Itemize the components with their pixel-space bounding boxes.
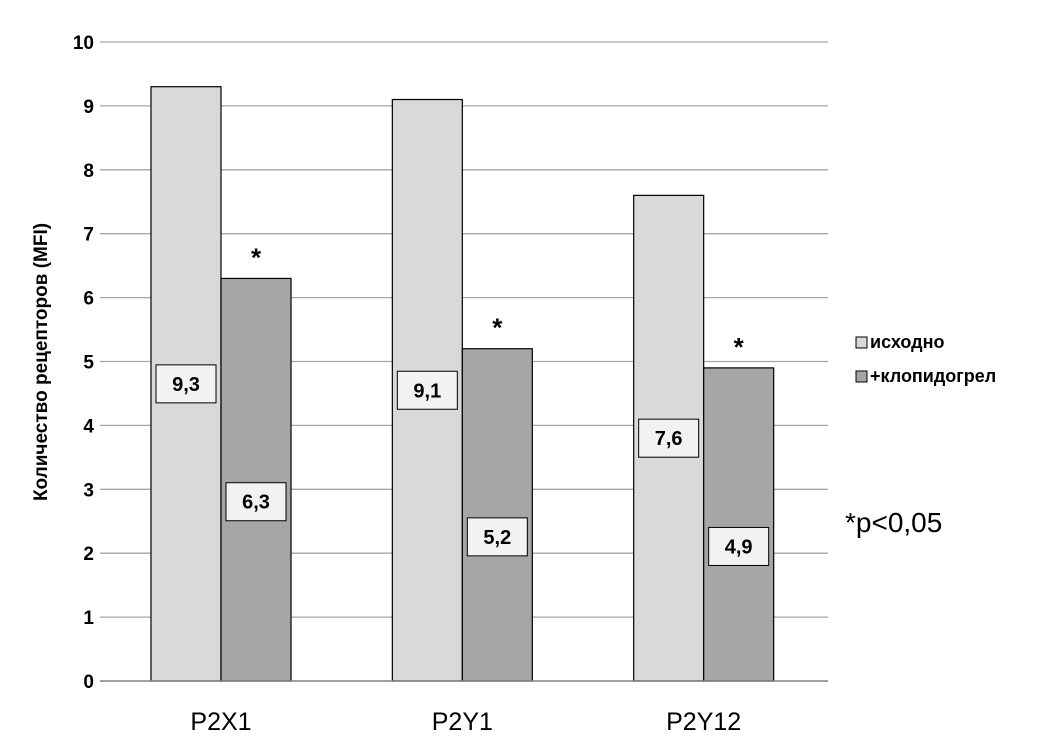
legend-swatch-клопидогрел — [855, 370, 868, 383]
y-tick-label-6: 6 — [83, 289, 94, 310]
y-axis-ticks: 0 1 2 3 4 5 6 7 8 9 10 — [73, 33, 95, 693]
x-tick-label-P2X1: P2X1 — [190, 708, 251, 736]
legend-swatch-исходно — [855, 336, 868, 349]
y-tick-label-9: 9 — [83, 97, 94, 118]
data-label-P2Y1-0: 9,1 — [413, 380, 441, 402]
y-tick-label-10: 10 — [73, 33, 94, 54]
y-tick-label-8: 8 — [83, 161, 94, 182]
bars: 9,3 6,3 * 9,1 5,2 * 7,6 4,9 * — [150, 86, 775, 682]
significance-marker-P2Y12: * — [734, 332, 745, 362]
y-tick-label-2: 2 — [83, 544, 94, 565]
y-tick-label-5: 5 — [83, 353, 94, 374]
data-label-box-P2X1-0 — [155, 364, 217, 404]
data-label-box-P2Y1-1 — [466, 517, 528, 557]
data-label-P2X1-1: 6,3 — [242, 492, 270, 514]
y-tick-label-7: 7 — [83, 225, 94, 246]
bar-P2X1-1 — [220, 277, 292, 682]
y-tick-label-1: 1 — [83, 608, 94, 629]
data-label-P2Y12-1: 4,9 — [725, 536, 753, 558]
data-label-P2Y12-0: 7,6 — [655, 428, 683, 450]
y-axis-label: Количество рецепторов (MFI) — [31, 223, 52, 501]
significance-marker-P2Y1: * — [492, 313, 503, 343]
x-tick-label-P2Y1: P2Y1 — [432, 708, 493, 736]
y-tick-label-3: 3 — [83, 480, 94, 501]
significance-marker-P2X1: * — [251, 242, 262, 272]
data-label-P2X1-0: 9,3 — [172, 374, 200, 396]
data-label-P2Y1-1: 5,2 — [483, 527, 511, 549]
significance-note: *p<0,05 — [845, 507, 942, 538]
legend-label-исходно: исходно — [870, 332, 944, 352]
bar-P2Y12-1 — [703, 367, 775, 682]
y-tick-label-4: 4 — [83, 416, 94, 437]
data-label-box-P2Y1-0 — [396, 370, 458, 410]
bar-P2Y1-1 — [461, 348, 533, 682]
x-axis-ticks: P2X1 P2Y1 P2Y12 — [190, 708, 741, 736]
y-tick-label-0: 0 — [83, 672, 94, 693]
data-label-box-P2Y12-0 — [638, 418, 700, 458]
x-tick-label-P2Y12: P2Y12 — [666, 708, 741, 736]
data-label-box-P2X1-1 — [225, 482, 287, 522]
legend-label-клопидогрел: +клопидогрел — [870, 366, 996, 386]
data-label-box-P2Y12-1 — [708, 526, 770, 566]
legend: исходно +клопидогрел — [855, 332, 996, 386]
